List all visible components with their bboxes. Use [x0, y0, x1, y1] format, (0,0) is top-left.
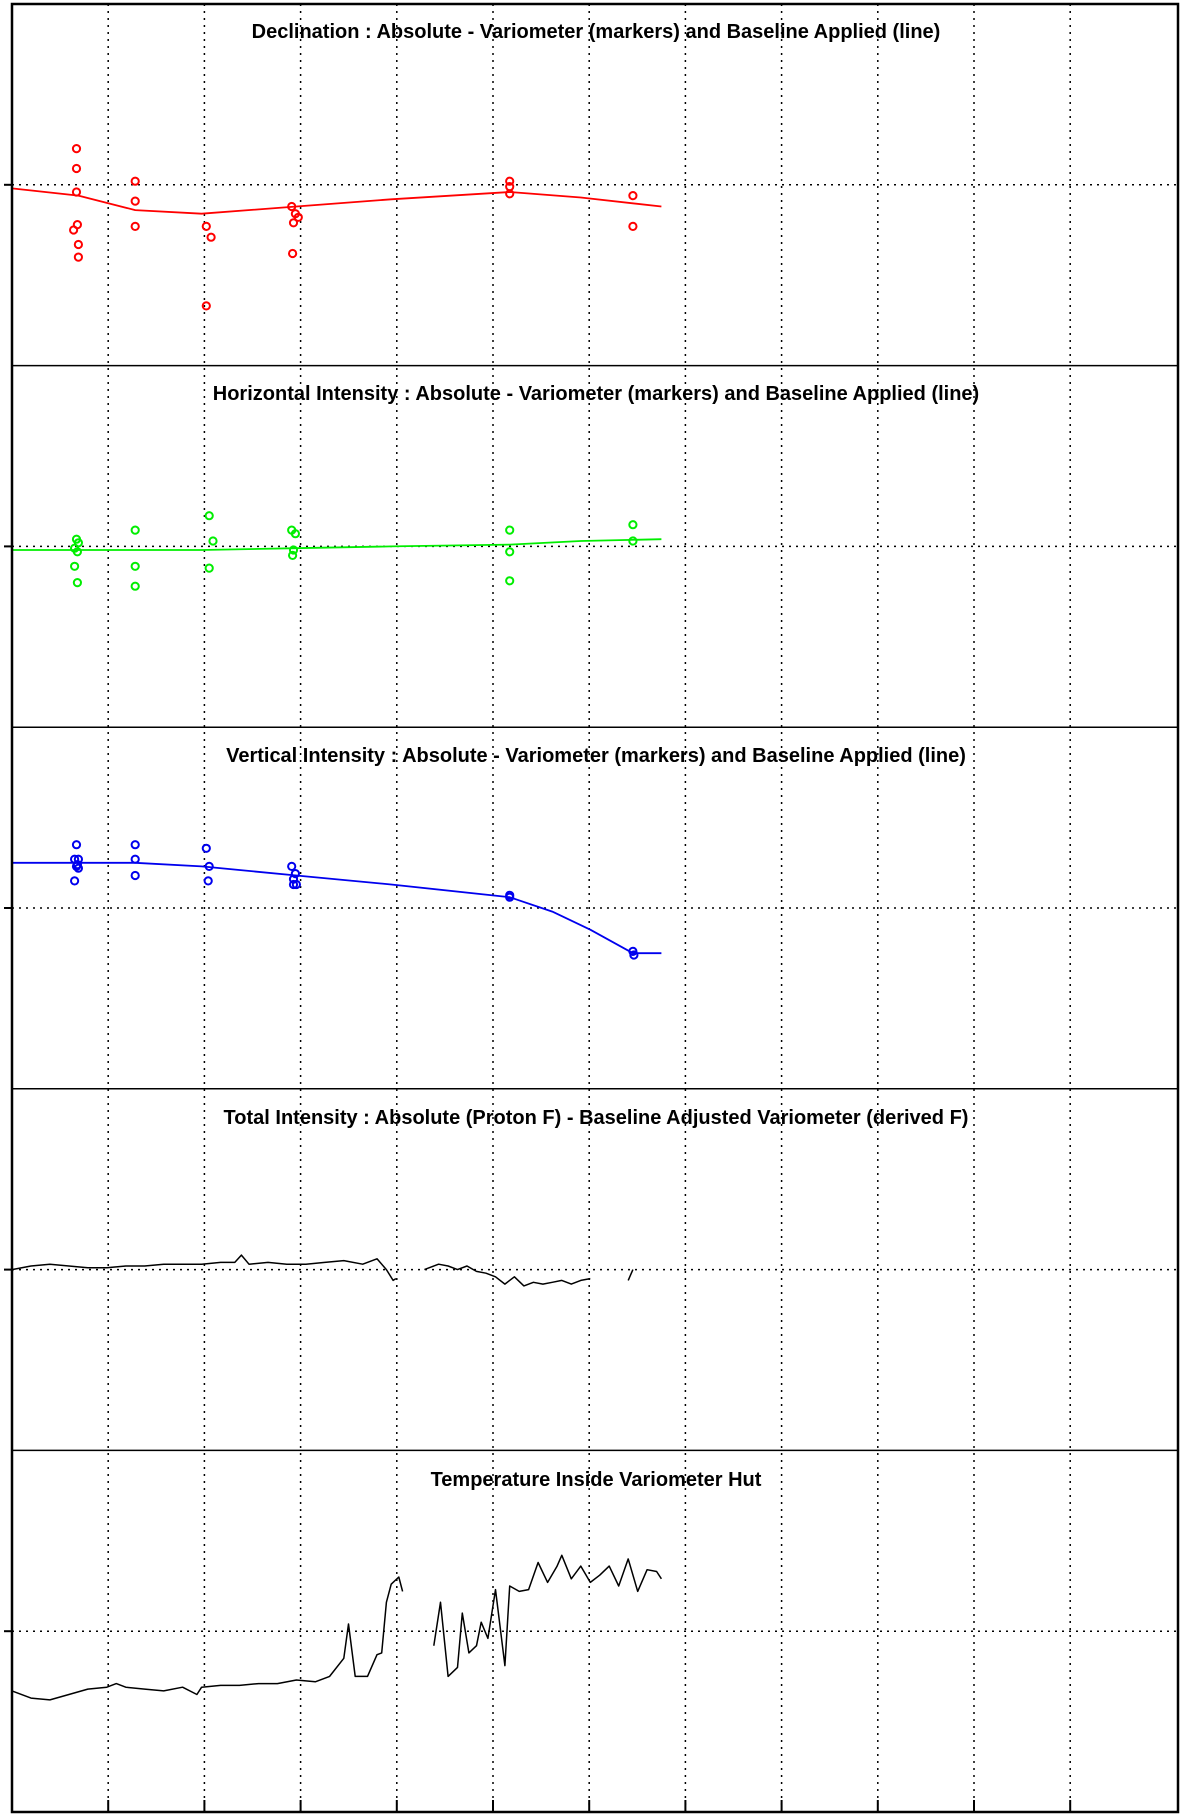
marker-point	[505, 189, 515, 199]
marker-point	[288, 879, 299, 890]
marker-point	[69, 225, 79, 235]
marker-point	[130, 840, 140, 850]
marker-point	[71, 144, 82, 154]
series-segment	[424, 1263, 591, 1287]
marker-point	[72, 578, 83, 588]
series-segment	[433, 1554, 663, 1678]
marker-point	[628, 520, 638, 530]
marker-point	[201, 301, 211, 311]
vertical-intensity-panel: Vertical Intensity : Absolute - Variomet…	[12, 745, 966, 960]
marker-point	[206, 232, 216, 242]
plot-frame	[10, 2, 1180, 1814]
marker-point	[71, 187, 82, 197]
marker-point	[628, 191, 638, 201]
marker-point	[71, 840, 82, 850]
marker-point	[628, 536, 638, 546]
baseline-line	[11, 187, 662, 215]
marker-point	[201, 221, 211, 231]
series-segment	[627, 1269, 634, 1281]
marker-point	[130, 561, 140, 571]
marker-point	[130, 221, 140, 231]
marker-point	[291, 879, 301, 890]
marker-point	[288, 545, 299, 555]
declination-panel: Declination : Absolute - Variometer (mar…	[11, 21, 941, 311]
marker-point	[287, 861, 297, 872]
marker-point	[70, 561, 80, 571]
marker-point	[73, 863, 84, 873]
marker-point	[505, 576, 515, 586]
marker-point	[628, 221, 638, 231]
marker-point	[204, 861, 214, 872]
marker-point	[505, 176, 515, 186]
baseline-line	[12, 861, 662, 955]
declination-title: Declination : Absolute - Variometer (mar…	[252, 21, 941, 43]
series-segment	[11, 1254, 397, 1282]
marker-point	[290, 869, 300, 879]
marker-point	[130, 870, 140, 881]
marker-point	[288, 248, 298, 259]
horizontal-intensity-title: Horizontal Intensity : Absolute - Variom…	[213, 383, 979, 405]
horizontal-intensity-panel: Horizontal Intensity : Absolute - Variom…	[12, 383, 979, 591]
marker-point	[208, 536, 218, 546]
grid-layer	[12, 4, 1178, 1812]
marker-point	[71, 861, 82, 872]
vertical-intensity-title: Vertical Intensity : Absolute - Variomet…	[226, 745, 966, 767]
marker-point	[130, 176, 140, 186]
marker-point	[505, 525, 515, 535]
marker-point	[130, 196, 140, 206]
marker-point	[73, 239, 84, 250]
frame-layer	[4, 2, 1180, 1814]
marker-point	[287, 201, 297, 212]
total-intensity-panel: Total Intensity : Absolute (Proton F) - …	[11, 1107, 969, 1287]
marker-point	[204, 511, 214, 521]
marker-point	[130, 525, 140, 535]
marker-point	[293, 212, 303, 222]
marker-point	[130, 581, 140, 591]
series-segment	[11, 1576, 404, 1701]
marker-point	[201, 843, 211, 853]
marker-point	[288, 218, 299, 228]
marker-point	[203, 876, 213, 886]
temperature-panel: Temperature Inside Variometer Hut	[11, 1469, 762, 1701]
temperature-title: Temperature Inside Variometer Hut	[431, 1469, 762, 1491]
marker-point	[629, 950, 639, 960]
marker-point	[290, 529, 300, 539]
marker-point	[71, 163, 82, 174]
marker-point	[505, 892, 515, 902]
marker-point	[72, 547, 83, 557]
marker-point	[73, 252, 84, 262]
baseline-line	[12, 538, 662, 551]
marker-point	[204, 563, 214, 573]
marker-point	[505, 547, 515, 557]
marker-point	[70, 876, 80, 886]
marker-point	[130, 854, 140, 864]
marker-point	[288, 550, 298, 561]
total-intensity-title: Total Intensity : Absolute (Proton F) - …	[224, 1107, 969, 1129]
